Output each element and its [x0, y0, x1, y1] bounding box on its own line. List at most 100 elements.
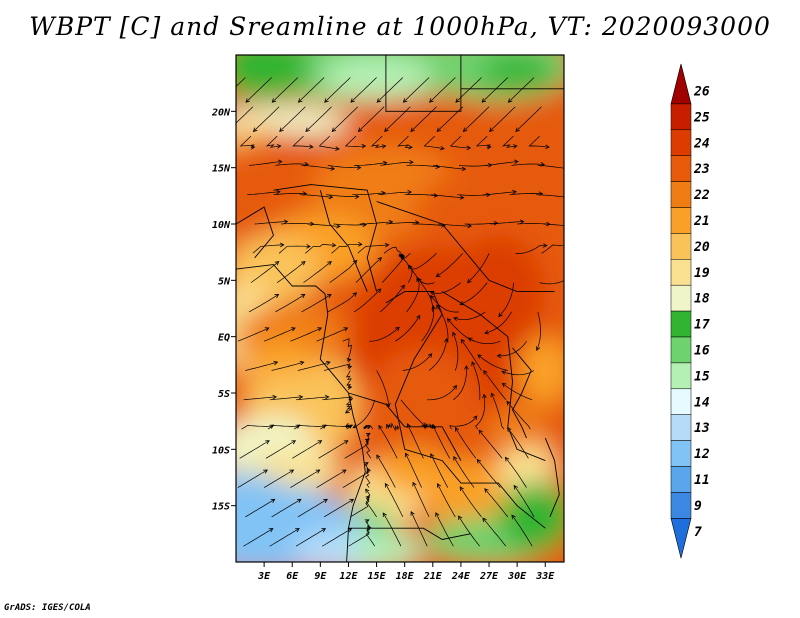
streamline-arrow-162	[365, 432, 371, 437]
streamline-arrow-198	[364, 519, 370, 524]
streamline-134	[269, 396, 303, 401]
streamline-arrow-153	[472, 415, 478, 421]
colorbar-label-24: 24	[693, 136, 710, 151]
streamline-arrow-160	[343, 440, 349, 445]
colorbar-swatch-19	[670, 259, 692, 286]
streamline-24	[515, 106, 542, 132]
streamline-27	[292, 135, 313, 148]
streamline-arrow-157	[265, 440, 270, 445]
streamline-arrow-115	[416, 314, 421, 320]
streamline-arrow-16	[305, 127, 310, 133]
streamline-arrow-46	[514, 159, 519, 165]
streamline-119	[468, 337, 501, 345]
colorbar-swatch-21	[670, 207, 692, 234]
streamline-arrow-147	[321, 424, 327, 429]
streamline-arrow-92	[407, 264, 413, 270]
streamline-98	[275, 294, 305, 313]
streamline-arrow-192	[513, 484, 518, 490]
streamline-133	[243, 396, 277, 401]
streamline-6	[350, 77, 377, 103]
streamline-160	[318, 440, 348, 459]
colorbar-label-14: 14	[694, 395, 710, 410]
streamline-arrow-105	[430, 294, 435, 300]
colorbar-label-25: 25	[693, 110, 710, 125]
streamline-9	[429, 77, 456, 103]
streamline-arrow-6	[350, 98, 355, 103]
streamline-183	[297, 499, 328, 518]
streamline-arrow-97	[274, 293, 280, 299]
streamline-63	[307, 223, 341, 227]
streamline-123	[297, 361, 330, 371]
streamline-arrow-114	[395, 326, 400, 332]
streamline-94	[460, 282, 488, 305]
streamline-165	[432, 424, 451, 459]
streamline-12	[508, 77, 535, 103]
streamline-70	[490, 221, 524, 225]
streamline-arrow-74	[306, 244, 311, 249]
wbpt-region-28	[489, 404, 546, 450]
streamline-41	[354, 162, 387, 166]
streamline-69	[464, 222, 498, 225]
streamline-75	[305, 244, 336, 254]
streamline-57	[457, 194, 490, 196]
streamline-arrow-37	[277, 159, 283, 165]
streamline-arrow-42	[409, 160, 414, 165]
streamline-51	[299, 194, 333, 198]
wbpt-region-31	[517, 336, 564, 405]
colorbar-swatch-24	[670, 129, 692, 156]
colorbar-swatch-12	[670, 440, 692, 467]
streamline-201	[435, 512, 454, 547]
streamline-115	[395, 315, 421, 342]
streamline-arrow-199	[382, 512, 387, 518]
colorbar-swatch-22	[670, 181, 692, 208]
streamline-138	[353, 399, 376, 429]
streamline-109	[237, 327, 269, 342]
streamline-186	[365, 488, 377, 518]
y-tick-label-5N: 5N	[218, 276, 231, 287]
colorbar-label-16: 16	[694, 343, 710, 358]
streamline-93	[430, 282, 462, 294]
streamline-84	[541, 244, 564, 254]
streamline-114	[369, 327, 400, 342]
streamline-arrow-11	[481, 98, 487, 103]
x-tick-label-24E: 24E	[451, 571, 471, 582]
streamline-arrow-119	[467, 337, 473, 342]
x-tick-label-12E: 12E	[339, 571, 358, 582]
x-tick-label-18E: 18E	[396, 571, 415, 582]
streamline-arrow-132	[501, 370, 507, 375]
y-tick-label-EQ: EQ	[218, 333, 230, 344]
colorbar-swatch-17	[670, 310, 692, 338]
streamlines	[236, 77, 564, 547]
streamline-arrow-129	[452, 331, 457, 337]
streamline-77	[357, 244, 389, 254]
y-tick-label-15N: 15N	[212, 164, 231, 175]
y-tick-label-20N: 20N	[211, 107, 231, 118]
streamline-73	[252, 244, 284, 254]
colorbar-upper-arrow	[670, 63, 692, 105]
colorbar-swatch-20	[670, 233, 692, 260]
streamline-58	[483, 191, 517, 196]
colorbar-swatch-14	[670, 388, 692, 415]
streamline-arrow-204	[511, 514, 516, 520]
streamline-arrow-188	[412, 481, 417, 487]
colorbar-swatch-11	[670, 466, 692, 493]
streamline-14	[253, 106, 280, 132]
x-tick-label-15E: 15E	[368, 571, 387, 582]
streamline-46	[485, 161, 518, 166]
streamline-59	[509, 193, 543, 196]
streamline-arrow-104	[417, 277, 422, 283]
streamline-154	[475, 394, 486, 430]
streamline-88	[329, 260, 357, 283]
streamline-arrow-5	[324, 98, 329, 103]
colorbar-label-12: 12	[694, 447, 710, 462]
streamline-arrow-95	[498, 312, 503, 318]
streamline-67	[412, 223, 445, 227]
streamline-23	[489, 106, 516, 132]
streamline-155	[491, 392, 505, 430]
streamline-arrow-108	[535, 346, 541, 351]
streamline-39	[301, 165, 335, 170]
streamline-131	[477, 354, 508, 371]
streamline-68	[438, 223, 472, 227]
streamline-arrow-135	[324, 394, 330, 400]
